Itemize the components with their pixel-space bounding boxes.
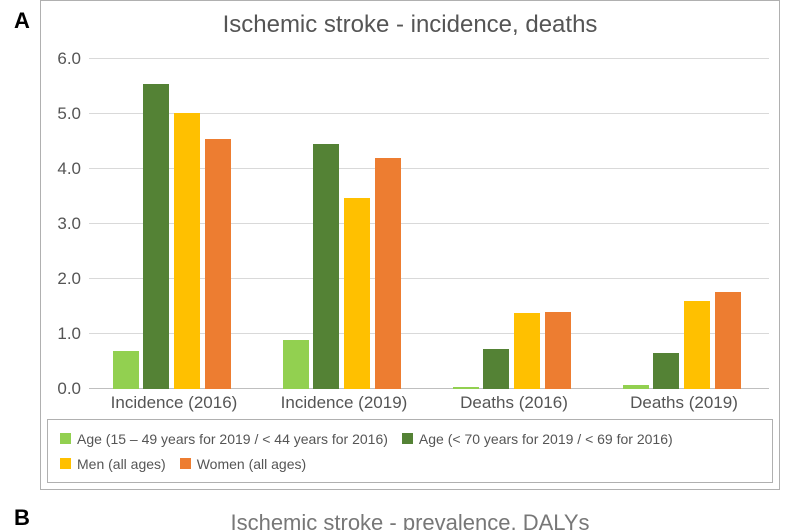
bar [715, 292, 741, 389]
chart-title: Ischemic stroke - incidence, deaths [41, 1, 779, 45]
bar [143, 84, 169, 389]
bar [375, 158, 401, 389]
legend-label: Women (all ages) [197, 456, 306, 472]
y-tick-label: 5.0 [41, 104, 81, 124]
bar [313, 144, 339, 389]
legend-swatch [402, 433, 413, 444]
legend-label: Men (all ages) [77, 456, 166, 472]
bar [453, 387, 479, 389]
legend-label: Age (15 – 49 years for 2019 / < 44 years… [77, 431, 388, 447]
legend-item: Men (all ages) [60, 456, 166, 472]
bar [205, 139, 231, 389]
legend-item: Age (15 – 49 years for 2019 / < 44 years… [60, 431, 388, 447]
legend-item: Age (< 70 years for 2019 / < 69 for 2016… [402, 431, 673, 447]
x-tick-label: Incidence (2016) [89, 393, 259, 413]
bar [483, 349, 509, 389]
y-tick-label: 6.0 [41, 49, 81, 69]
legend-swatch [60, 433, 71, 444]
bar [545, 312, 571, 389]
next-panel-title: Ischemic stroke - prevalence, DALYs [40, 510, 780, 530]
x-tick-label: Incidence (2019) [259, 393, 429, 413]
y-tick-label: 3.0 [41, 214, 81, 234]
plot-area: 0.01.02.03.04.05.06.0 [89, 59, 769, 389]
bar [344, 198, 370, 389]
legend-item: Women (all ages) [180, 456, 306, 472]
gridline [89, 58, 769, 59]
bar [514, 313, 540, 389]
x-tick-label: Deaths (2016) [429, 393, 599, 413]
bar [113, 351, 139, 390]
legend: Age (15 – 49 years for 2019 / < 44 years… [47, 419, 773, 483]
x-tick-label: Deaths (2019) [599, 393, 769, 413]
bar [283, 340, 309, 390]
y-tick-label: 1.0 [41, 324, 81, 344]
legend-label: Age (< 70 years for 2019 / < 69 for 2016… [419, 431, 673, 447]
y-tick-label: 4.0 [41, 159, 81, 179]
panel-label: A [14, 8, 30, 34]
bar [174, 113, 200, 389]
bar [653, 353, 679, 389]
y-tick-label: 0.0 [41, 379, 81, 399]
next-panel-label: B [14, 505, 30, 531]
bar [623, 385, 649, 389]
y-tick-label: 2.0 [41, 269, 81, 289]
legend-swatch [180, 458, 191, 469]
bar [684, 301, 710, 389]
legend-swatch [60, 458, 71, 469]
chart-container: Ischemic stroke - incidence, deaths 0.01… [40, 0, 780, 490]
